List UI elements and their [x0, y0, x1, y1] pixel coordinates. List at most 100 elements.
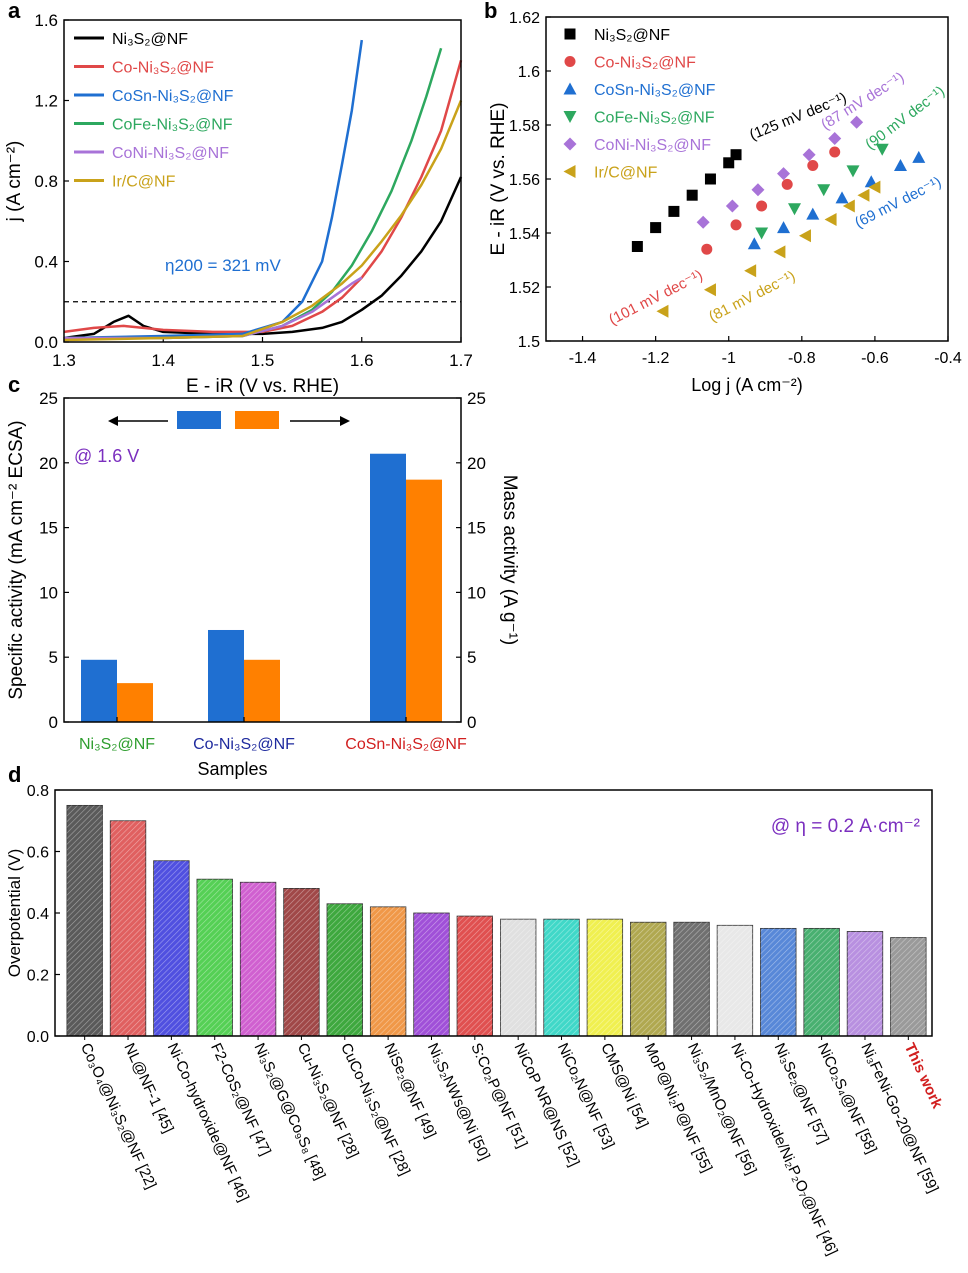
legend-swatch-orange-c [235, 411, 279, 429]
y-tick-label-d: 0.2 [27, 968, 49, 985]
arrow-left-head [108, 416, 118, 426]
bar-c [244, 659, 280, 722]
series-line-a [63, 39, 364, 340]
bar-hatch-d [457, 916, 493, 1036]
data-point-b [631, 241, 643, 252]
bar-hatch-d [630, 922, 666, 1036]
legend-marker-b [564, 28, 576, 40]
panel-a: a 1.3 1.4 1.5 1.6 1.7 0.0 0.4 0.8 1.2 1.6 E - iR (V… [4, 0, 473, 397]
y-tick-label-d: 0.8 [27, 783, 49, 800]
y-axis-label-a: j (A cm⁻²) [4, 141, 25, 223]
category-label-d: This work [901, 1041, 946, 1112]
bar-hatch-d [153, 860, 190, 1036]
legend-label-b: Ir/C@NF [594, 165, 658, 182]
bar-hatch-d [890, 937, 927, 1036]
data-point-b [686, 189, 698, 201]
bar-hatch-d [803, 928, 840, 1036]
bar-hatch-d [370, 906, 406, 1036]
data-point-b [701, 243, 713, 255]
data-point-b [777, 221, 791, 234]
data-point-b [857, 188, 870, 202]
data-point-b [850, 115, 864, 129]
x-axis-label-b: Log j (A cm⁻²) [691, 375, 803, 395]
y-tick-label-d: 0.6 [27, 845, 49, 862]
data-point-b [777, 167, 791, 181]
bar-c [370, 453, 406, 722]
legend-marker-b [563, 165, 576, 178]
panel-b-axes [545, 16, 949, 342]
panel-d: d 0.0 0.2 0.4 0.6 0.8 Overpotential (V) @ η = 0… [5, 762, 946, 1258]
data-point-b [798, 229, 811, 243]
data-point-b [747, 237, 761, 250]
x-tick-label-a: 1.7 [449, 351, 473, 370]
data-point-b [781, 178, 793, 190]
data-point-b [730, 219, 742, 231]
data-point-b [773, 245, 786, 259]
legend-marker-b [564, 56, 576, 67]
y-tick-label-a: 1.6 [34, 11, 58, 30]
data-point-b [802, 148, 816, 162]
y-tick-label-left-c: 5 [49, 648, 58, 667]
data-point-b [751, 183, 765, 197]
bar-hatch-d [847, 931, 883, 1036]
bar-hatch-d [327, 903, 363, 1036]
legend-label-a: Ni₃S₂@NF [112, 31, 188, 48]
legend-label-a: Ir/C@NF [112, 174, 176, 191]
data-point-b [829, 146, 841, 158]
y-tick-label-a: 1.2 [34, 92, 58, 111]
series-line-a [63, 176, 463, 340]
y-tick-label-b: 1.58 [509, 118, 540, 135]
legend-label-a: CoNi-Ni₃S₂@NF [112, 145, 229, 162]
bar-hatch-d [196, 879, 233, 1036]
data-point-b [824, 213, 837, 226]
x-tick-label-b: -0.4 [934, 350, 962, 367]
data-point-b [842, 199, 855, 213]
y-tick-label-b: 1.6 [518, 64, 540, 81]
x-tick-label-b: -1.4 [569, 350, 597, 367]
data-point-b [846, 165, 860, 178]
x-tick-label-a: 1.5 [251, 351, 275, 370]
panel-label-d: d [8, 762, 21, 787]
y-tick-label-right-c: 0 [467, 713, 476, 732]
x-tick-label-b: -0.8 [788, 350, 816, 367]
y-axis-label-right-c: Mass activity (A g⁻¹) [499, 475, 520, 646]
data-point-b [756, 200, 768, 212]
category-label-c: Ni₃S₂@NF [79, 736, 155, 753]
y-tick-label-right-c: 5 [467, 648, 476, 667]
panel-c-axes [63, 397, 462, 723]
y-tick-label-left-c: 20 [39, 454, 58, 473]
x-axis-label-a: E - iR (V vs. RHE) [186, 376, 339, 397]
y-tick-label-b: 1.62 [509, 10, 540, 27]
bar-hatch-d [413, 913, 450, 1036]
y-tick-label-a: 0.4 [34, 253, 58, 272]
category-label-d: Ni₃FeNi-Go-20@NF [59] [857, 1041, 941, 1196]
data-point-b [755, 227, 769, 240]
y-axis-label-d: Overpotential (V) [5, 849, 24, 978]
series-line-a [63, 59, 463, 334]
legend-label-b: CoFe-Ni₃S₂@NF [594, 110, 715, 127]
bar-c [81, 659, 117, 722]
y-tick-label-a: 0.8 [34, 172, 58, 191]
bar-hatch-d [717, 925, 753, 1036]
bar-hatch-d [543, 919, 580, 1036]
bar-hatch-d [587, 919, 623, 1036]
y-tick-label-right-c: 15 [467, 519, 486, 538]
legend-label-a: Co-Ni₃S₂@NF [112, 60, 214, 77]
y-tick-label-b: 1.5 [518, 334, 540, 351]
tafel-annotation: (81 mV dec⁻¹) [706, 267, 798, 325]
x-tick-label-b: -1.2 [642, 350, 670, 367]
bar-c [406, 479, 442, 722]
data-point-b [817, 184, 831, 197]
x-tick-label-a: 1.3 [52, 351, 76, 370]
legend-marker-b [563, 137, 577, 151]
bar-hatch-d [673, 922, 710, 1036]
x-tick-label-b: -1 [722, 350, 736, 367]
y-tick-label-right-c: 20 [467, 454, 486, 473]
legend-marker-b [563, 82, 577, 95]
y-tick-label-left-c: 15 [39, 519, 58, 538]
bar-hatch-d [66, 805, 103, 1036]
bar-hatch-d [760, 928, 797, 1036]
data-point-b [650, 222, 662, 234]
y-tick-label-left-c: 0 [49, 713, 58, 732]
